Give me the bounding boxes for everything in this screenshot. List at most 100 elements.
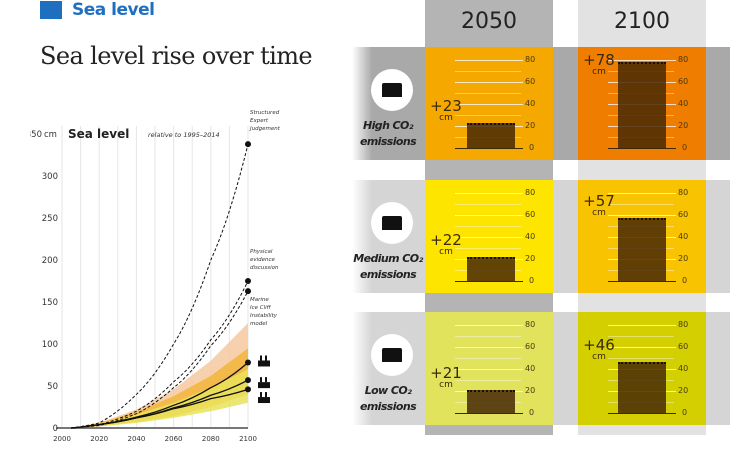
scale-line bbox=[608, 193, 676, 194]
scale-tick-label: 80 bbox=[525, 188, 536, 197]
value-label: +78 cm bbox=[582, 53, 616, 78]
value-label: +22 cm bbox=[429, 230, 463, 257]
factory-icon bbox=[382, 83, 402, 97]
scale-line bbox=[608, 336, 674, 337]
scale-line bbox=[455, 369, 523, 370]
sea-level-chart: Structured Expert Judgement Physical evidenc… bbox=[30, 110, 281, 443]
scale-tick-label: 80 bbox=[678, 320, 689, 329]
scenario-cell-2050: 0 20 40 60 80 +22 cm bbox=[425, 180, 553, 293]
scale-line bbox=[455, 325, 523, 326]
brand-label: Sea level bbox=[72, 0, 155, 20]
icon-circle bbox=[371, 202, 413, 244]
scale-line bbox=[455, 237, 523, 238]
page-title: Sea level rise over time bbox=[40, 42, 313, 70]
scale-line bbox=[455, 336, 521, 337]
scale-line bbox=[455, 193, 523, 194]
series-label-5: Marine Ice Cliff Instability model bbox=[250, 297, 278, 327]
scale-tick-label: 20 bbox=[525, 254, 536, 263]
scenario-cell-2100: 0 20 40 60 80 +46 cm bbox=[578, 312, 706, 425]
chart-title: Sea level bbox=[68, 127, 129, 141]
scale-line bbox=[608, 281, 676, 282]
scale-line bbox=[608, 204, 674, 205]
factory-icon bbox=[258, 355, 270, 367]
chart-subtitle: relative to 1995–2014 bbox=[148, 131, 220, 139]
sea-level-bar bbox=[467, 256, 515, 281]
scenario-cell-2050: 0 20 40 60 80 +23 cm bbox=[425, 47, 553, 160]
row-label-line2: emissions bbox=[359, 135, 417, 148]
scale-line bbox=[455, 413, 523, 414]
y-tick-label: 300 bbox=[42, 172, 58, 182]
scale-line bbox=[455, 281, 523, 282]
value-unit: cm bbox=[592, 67, 606, 77]
series-label-3: Structured Expert Judgement bbox=[249, 110, 281, 132]
value-label: +23 cm bbox=[429, 96, 463, 123]
solar-wind-icon bbox=[382, 348, 402, 362]
series-line-3 bbox=[71, 143, 249, 429]
sea-level-bar bbox=[618, 218, 666, 281]
scale-tick-label: 60 bbox=[525, 77, 536, 86]
scale-line bbox=[608, 215, 676, 216]
scale-line bbox=[608, 148, 676, 149]
value-label: +57 cm bbox=[582, 192, 616, 219]
scale-line bbox=[608, 325, 676, 326]
scale-tick-label: 40 bbox=[678, 99, 689, 108]
scale-line bbox=[608, 60, 676, 61]
row-label-line2: emissions bbox=[359, 268, 417, 281]
scale-tick-label: 20 bbox=[525, 121, 536, 130]
sea-level-bar bbox=[618, 62, 666, 148]
scale-line bbox=[455, 115, 521, 116]
value-text: +23 bbox=[430, 96, 462, 115]
scale-line bbox=[455, 104, 523, 105]
scale-tick-label: 0 bbox=[682, 143, 688, 152]
scale-line bbox=[455, 71, 521, 72]
sea-level-bar bbox=[618, 362, 666, 413]
value-text: +22 bbox=[430, 230, 462, 249]
factory-wind-icon bbox=[382, 216, 402, 230]
scale-tick-label: 20 bbox=[678, 254, 689, 263]
scale-line bbox=[608, 413, 676, 414]
y-tick-label: 200 bbox=[42, 256, 58, 266]
icon-circle bbox=[371, 334, 413, 376]
scale-line bbox=[455, 248, 521, 249]
series-end-point-5 bbox=[245, 288, 251, 295]
scale-tick-label: 0 bbox=[529, 276, 535, 285]
scale-line bbox=[455, 93, 521, 94]
value-text: +21 bbox=[430, 363, 462, 382]
value-label: +46 cm bbox=[582, 338, 616, 363]
scale-line bbox=[455, 215, 523, 216]
series-line-4 bbox=[71, 280, 249, 429]
x-tick-label: 2080 bbox=[202, 435, 220, 443]
series-end-point-1 bbox=[245, 377, 251, 384]
x-tick-label: 2000 bbox=[53, 435, 71, 443]
scale-line bbox=[455, 148, 523, 149]
scale-line bbox=[455, 347, 523, 348]
scale-tick-label: 60 bbox=[678, 342, 689, 351]
scale-tick-label: 40 bbox=[678, 232, 689, 241]
scale-tick-label: 60 bbox=[525, 342, 536, 351]
scale-tick-label: 60 bbox=[525, 210, 536, 219]
scale-tick-label: 40 bbox=[525, 364, 536, 373]
y-tick-label: 350 bbox=[30, 130, 42, 140]
y-unit-label: cm bbox=[44, 130, 57, 140]
y-tick-label: 150 bbox=[42, 298, 58, 308]
y-tick-label: 50 bbox=[47, 382, 58, 392]
scenario-cell-2100: 0 20 40 60 80 +78 cm bbox=[578, 47, 706, 160]
scale-tick-label: 40 bbox=[678, 364, 689, 373]
scale-tick-label: 80 bbox=[525, 320, 536, 329]
scale-line bbox=[608, 347, 676, 348]
value-unit: cm bbox=[592, 208, 606, 219]
factory-wind-icon bbox=[258, 377, 270, 389]
sea-level-bar bbox=[467, 389, 515, 413]
scenario-cell-2100: 0 20 40 60 80 +57 cm bbox=[578, 180, 706, 293]
row-label-line1: Medium CO₂ bbox=[353, 252, 423, 265]
scale-line bbox=[455, 82, 523, 83]
scale-tick-label: 40 bbox=[525, 232, 536, 241]
value-text: +57 bbox=[583, 192, 615, 211]
row-label-line1: High CO₂ bbox=[363, 119, 414, 132]
x-tick-label: 2100 bbox=[239, 435, 257, 443]
scale-tick-label: 60 bbox=[678, 77, 689, 86]
scale-tick-label: 0 bbox=[682, 408, 688, 417]
scale-tick-label: 40 bbox=[525, 99, 536, 108]
series-end-point-0 bbox=[245, 359, 251, 366]
series-end-point-3 bbox=[245, 141, 251, 148]
